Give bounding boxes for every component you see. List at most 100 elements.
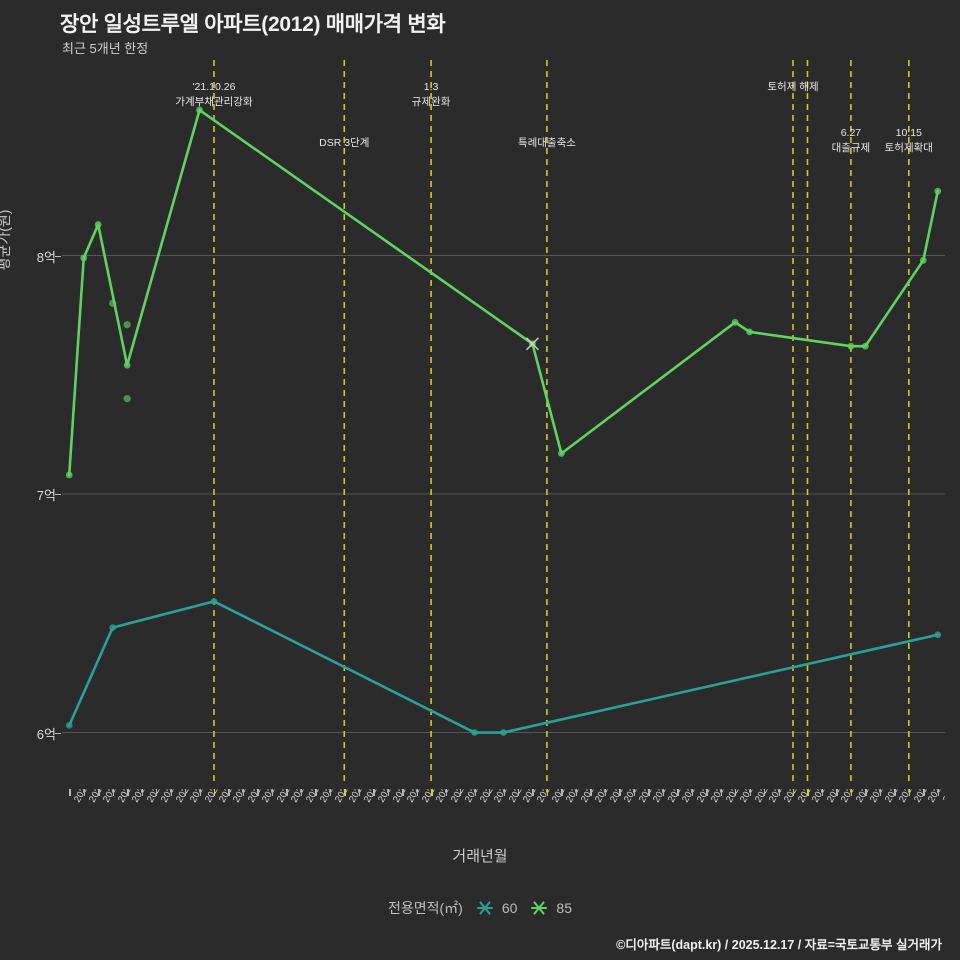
- event-annotation: 10.15 토허제확대: [849, 126, 960, 156]
- x-tick-mark: [474, 789, 476, 796]
- x-tick-mark: [850, 789, 853, 796]
- footer-credit: ©디아파트(dapt.kr) / 2025.12.17 / 자료=국토교통부 실…: [616, 938, 942, 952]
- x-tick-mark: [720, 789, 723, 796]
- page-subtitle: 최근 5개년 한정: [62, 41, 149, 56]
- x-tick-mark: [127, 789, 129, 796]
- event-annotation: 특례대출축소: [487, 136, 607, 151]
- plot-area: [62, 60, 945, 785]
- legend-item-60[interactable]: 60: [475, 900, 518, 916]
- page-title: 장안 일성트루엘 아파트(2012) 매매가격 변화: [60, 13, 446, 36]
- y-tick-mark: [55, 255, 61, 257]
- x-tick-mark: [706, 789, 708, 796]
- event-annotation: DSR 3단계: [284, 136, 404, 151]
- x-tick-mark: [344, 789, 346, 796]
- asterisk-marker-icon: [529, 900, 549, 916]
- x-tick-mark: [199, 789, 201, 796]
- x-tick-mark: [402, 789, 404, 796]
- x-tick-mark: [865, 789, 867, 796]
- y-tick-mark: [55, 494, 61, 496]
- event-label: 규제완화: [411, 96, 451, 108]
- x-tick-mark: [460, 789, 462, 796]
- event-label: DSR 3단계: [319, 137, 370, 149]
- x-tick-mark: [894, 789, 896, 796]
- x-tick-mark: [677, 789, 679, 796]
- x-tick-mark: [242, 789, 245, 796]
- event-annotation: 토허제 해제: [733, 80, 853, 95]
- x-tick-mark: [778, 789, 780, 796]
- x-tick-mark: [69, 789, 71, 796]
- x-tick-mark: [879, 789, 882, 796]
- x-tick-mark: [923, 789, 925, 796]
- x-tick-mark: [821, 789, 824, 796]
- event-date: 1.3: [423, 81, 439, 93]
- x-tick-mark: [98, 789, 100, 796]
- legend-label-60: 60: [501, 900, 518, 916]
- x-tick-mark: [662, 789, 665, 796]
- x-tick-mark: [358, 789, 361, 796]
- event-date: 6.27: [840, 127, 862, 139]
- event-label: 가계부채관리강화: [175, 96, 253, 108]
- chart-canvas: [62, 60, 945, 785]
- x-tick-mark: [112, 789, 115, 796]
- x-tick-mark: [807, 789, 809, 796]
- x-tick-mark: [590, 789, 592, 796]
- event-annotation: 6.27 대출규제: [791, 126, 911, 156]
- x-tick-mark: [532, 789, 534, 796]
- x-tick-mark: [575, 789, 578, 796]
- x-tick-mark: [416, 789, 419, 796]
- x-tick-mark: [156, 789, 158, 796]
- x-tick-mark: [503, 789, 505, 796]
- x-tick-mark: [735, 789, 737, 796]
- x-tick-mark: [271, 789, 274, 796]
- x-tick-mark: [691, 789, 694, 796]
- y-tick-label: 7억: [36, 488, 56, 504]
- x-tick-mark: [300, 789, 303, 796]
- x-tick-mark: [213, 789, 216, 796]
- x-tick-mark: [431, 789, 433, 796]
- y-axis-ticks: 8억 7억 6억: [0, 60, 61, 785]
- x-tick-mark: [329, 789, 332, 796]
- y-tick-label: 6억: [36, 726, 56, 742]
- chart-legend: 전용면적(㎡) 60: [0, 898, 960, 918]
- x-tick-mark: [619, 789, 621, 796]
- x-tick-mark: [373, 789, 375, 796]
- legend-item-85[interactable]: 85: [529, 900, 572, 916]
- x-tick-mark: [546, 789, 549, 796]
- x-tick-mark: [83, 789, 86, 796]
- x-tick-mark: [604, 789, 607, 796]
- event-label: 대출규제: [831, 142, 871, 154]
- x-tick-mark: [286, 789, 288, 796]
- x-tick-mark: [793, 789, 795, 796]
- x-tick-mark: [633, 789, 636, 796]
- x-axis-ticks: 2020122021012021022021032021042021052021…: [62, 789, 945, 845]
- legend-label-85: 85: [556, 900, 572, 916]
- x-tick-mark: [387, 789, 390, 796]
- event-annotation: '21.10.26 가계부채관리강화: [154, 80, 274, 110]
- x-tick-mark: [836, 789, 838, 796]
- event-date: 10.15: [895, 127, 922, 139]
- x-tick-mark: [908, 789, 911, 796]
- x-tick-mark: [185, 789, 187, 796]
- x-tick-mark: [489, 789, 491, 796]
- x-tick-mark: [648, 789, 650, 796]
- x-tick-mark: [315, 789, 317, 796]
- x-tick-mark: [937, 789, 940, 796]
- event-annotation: 1.3 규제완화: [371, 80, 491, 110]
- x-tick-mark: [445, 789, 447, 796]
- legend-title: 전용면적(㎡): [387, 900, 463, 916]
- x-tick-mark: [517, 789, 520, 796]
- event-label: 특례대출축소: [517, 137, 576, 149]
- x-tick-mark: [561, 789, 563, 796]
- event-date: '21.10.26: [192, 81, 236, 93]
- x-tick-mark: [749, 789, 751, 796]
- y-tick-mark: [55, 732, 61, 734]
- x-tick-mark: [170, 789, 172, 796]
- x-tick-mark: [141, 789, 143, 796]
- event-label: 토허제 해제: [767, 81, 819, 93]
- event-label: 토허제확대: [884, 142, 933, 154]
- asterisk-marker-icon: [475, 900, 495, 916]
- x-axis-label: 거래년월: [452, 848, 508, 865]
- x-tick-mark: [257, 789, 259, 796]
- x-tick-mark: [228, 789, 230, 796]
